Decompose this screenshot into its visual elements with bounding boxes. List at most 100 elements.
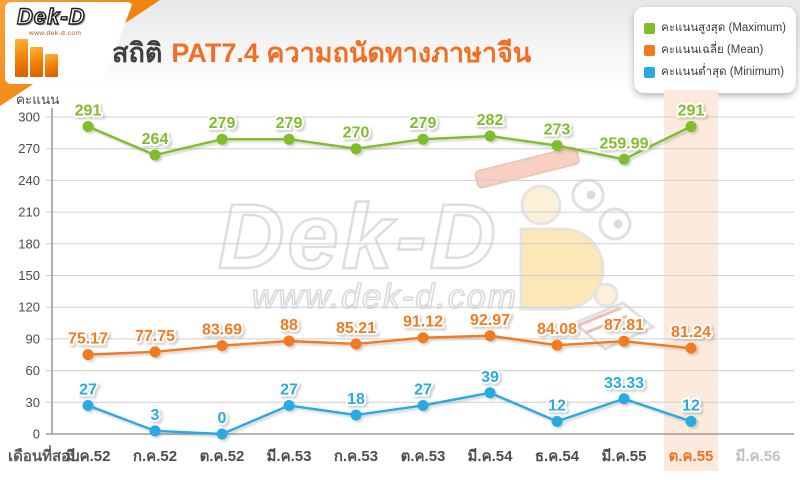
x-category-label: มี.ค.55 xyxy=(602,448,647,465)
data-label-maximum: 279 xyxy=(410,115,437,132)
data-point-mean xyxy=(283,335,295,347)
series-minimum: 27 3 0 27 18 27 39 12 33.33 12 xyxy=(77,367,702,440)
data-label-maximum: 273 xyxy=(544,122,571,139)
dekd-logo: Dek-D www.dek-d.com xyxy=(5,2,133,84)
data-point-minimum xyxy=(618,393,630,405)
x-category-label: มี.ค.56 xyxy=(736,448,781,465)
svg-text:0: 0 xyxy=(33,427,40,442)
svg-text:240: 240 xyxy=(18,173,40,188)
bar-chart-icon xyxy=(15,39,58,77)
legend-item-minimum: คะแนนต่ำสุด (Minimum) xyxy=(644,63,786,81)
data-point-mean xyxy=(216,340,228,352)
data-label-minimum: 27 xyxy=(414,381,432,398)
data-label-maximum: 291 xyxy=(678,103,705,120)
x-category-label: มี.ค.52 xyxy=(66,448,111,465)
series-maximum: 291 264 279 279 270 279 282 273 259.99 291 xyxy=(73,101,706,165)
x-category-label: ธ.ค.54 xyxy=(535,448,580,465)
data-label-mean: 81.24 xyxy=(671,324,711,341)
data-point-maximum xyxy=(82,121,94,133)
data-point-minimum xyxy=(283,399,295,411)
svg-text:270: 270 xyxy=(18,141,40,156)
svg-text:150: 150 xyxy=(18,268,40,283)
x-category-label: ก.ค.52 xyxy=(133,448,177,465)
watermark-url-text: www.dek-d.com xyxy=(251,277,518,317)
x-category-label: ต.ค.55 xyxy=(669,448,714,465)
data-label-maximum: 259.99 xyxy=(600,135,649,152)
legend-label-mean: คะแนนเฉลี่ย (Mean) xyxy=(661,44,764,56)
svg-text:90: 90 xyxy=(26,331,40,346)
legend-swatch-minimum-icon xyxy=(644,66,656,78)
data-point-minimum xyxy=(417,399,429,411)
x-category-label: ต.ค.52 xyxy=(200,448,245,465)
data-label-mean: 88 xyxy=(280,317,298,334)
data-point-mean xyxy=(551,339,563,351)
data-label-minimum: 18 xyxy=(347,391,365,408)
x-axis-title: เดือนที่สอบ xyxy=(8,445,80,465)
data-label-mean: 92.97 xyxy=(470,312,510,329)
legend-label-minimum: คะแนนต่ำสุด (Minimum) xyxy=(661,66,785,78)
data-label-minimum: 27 xyxy=(79,381,97,398)
data-point-minimum xyxy=(484,387,496,399)
data-label-mean: 83.69 xyxy=(202,322,242,339)
data-label-mean: 84.08 xyxy=(537,321,577,338)
svg-text:180: 180 xyxy=(18,236,40,251)
data-point-minimum xyxy=(149,425,161,437)
data-point-maximum xyxy=(685,121,697,133)
data-point-minimum xyxy=(685,415,697,427)
data-label-maximum: 270 xyxy=(343,125,370,142)
legend-item-mean: คะแนนเฉลี่ย (Mean) xyxy=(644,41,786,59)
dekd-logo-url: www.dek-d.com xyxy=(29,30,82,37)
y-axis-title: คะแนน xyxy=(16,92,59,107)
header: Dek-D www.dek-d.com สถิติ PAT7.4 ความถนัด… xyxy=(0,0,800,106)
legend-item-maximum: คะแนนสูงสุด (Maximum) xyxy=(644,19,786,37)
data-point-maximum xyxy=(283,133,295,145)
svg-text:30: 30 xyxy=(26,395,40,410)
data-point-minimum xyxy=(216,428,228,440)
line-chart: 0306090120150180210240270300คะแนนเดือนที… xyxy=(8,90,794,471)
svg-text:60: 60 xyxy=(26,363,40,378)
legend-label-maximum: คะแนนสูงสุด (Maximum) xyxy=(661,22,786,34)
legend-swatch-mean-icon xyxy=(644,44,656,56)
data-label-mean: 91.12 xyxy=(403,314,443,331)
data-label-maximum: 291 xyxy=(75,103,102,120)
data-point-mean xyxy=(82,349,94,361)
data-label-mean: 77.75 xyxy=(135,328,175,345)
dekd-logo-text: Dek-D xyxy=(16,3,86,29)
svg-text:300: 300 xyxy=(18,110,40,125)
x-category-label: ต.ค.53 xyxy=(401,448,446,465)
data-point-maximum xyxy=(216,133,228,145)
legend: คะแนนสูงสุด (Maximum) คะแนนเฉลี่ย (Mean)… xyxy=(634,7,796,93)
data-label-minimum: 3 xyxy=(151,407,160,424)
data-label-minimum: 12 xyxy=(682,397,700,414)
data-label-minimum: 0 xyxy=(218,410,227,427)
data-point-maximum xyxy=(149,149,161,161)
data-point-minimum xyxy=(350,409,362,421)
svg-text:120: 120 xyxy=(18,300,40,315)
data-label-minimum: 12 xyxy=(548,397,566,414)
legend-swatch-maximum-icon xyxy=(644,22,656,34)
data-label-maximum: 282 xyxy=(477,112,504,129)
highlight-band xyxy=(664,90,718,471)
watermark-brand-text: Dek-D xyxy=(217,185,499,290)
data-point-maximum xyxy=(618,153,630,165)
watermark-mascot xyxy=(474,146,656,351)
data-label-minimum: 39 xyxy=(481,369,499,386)
data-point-mean xyxy=(149,346,161,358)
data-point-maximum xyxy=(350,143,362,155)
data-point-maximum xyxy=(484,130,496,142)
page-title: สถิติ PAT7.4 ความถนัดทางภาษาจีน xyxy=(112,31,531,74)
data-point-maximum xyxy=(551,140,563,152)
data-label-mean: 85.21 xyxy=(336,320,376,337)
data-label-maximum: 264 xyxy=(142,131,169,148)
data-label-maximum: 279 xyxy=(276,115,303,132)
data-label-minimum: 27 xyxy=(280,381,298,398)
data-point-minimum xyxy=(551,415,563,427)
data-point-minimum xyxy=(82,399,94,411)
data-label-minimum: 33.33 xyxy=(604,375,644,392)
data-point-mean xyxy=(618,335,630,347)
data-label-mean: 75.17 xyxy=(68,331,108,348)
data-point-mean xyxy=(484,330,496,342)
data-point-mean xyxy=(685,342,697,354)
